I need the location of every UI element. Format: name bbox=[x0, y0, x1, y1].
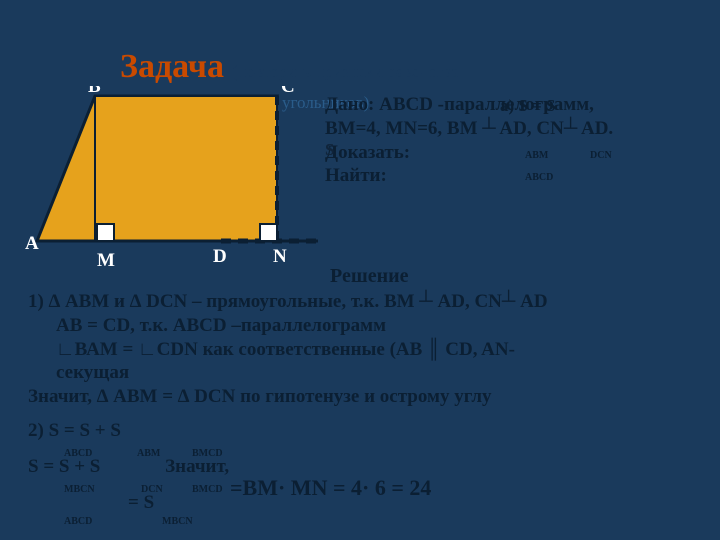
given-l3: Доказать: bbox=[325, 141, 700, 165]
svg-text:N: N bbox=[273, 246, 287, 267]
sol-l2: АВ = СD, т.к. ABCD –параллелограмм bbox=[56, 314, 698, 338]
title-sub: (повторить признаки равенства bbox=[232, 62, 458, 81]
sub-abcd3: ABCD bbox=[64, 516, 92, 527]
s-label: S bbox=[325, 140, 334, 159]
area-l2-text: S = S + S bbox=[28, 456, 100, 477]
sub-abcd: ABCD bbox=[525, 172, 553, 183]
eq3: = S bbox=[128, 492, 154, 514]
given-l2: ВМ=4, МN=6, BM ┴ AD, CN┴ AD. bbox=[325, 117, 700, 141]
svg-text:A: A bbox=[25, 233, 39, 254]
sol-l3: ∟ВАМ = ∟СDN как соответственные (АВ ║ СD… bbox=[56, 338, 698, 362]
title-main: Задача bbox=[120, 48, 224, 85]
svg-text:M: M bbox=[97, 250, 115, 271]
solution-label: Решение bbox=[330, 265, 409, 288]
solution-body: 1) ∆ АВМ и ∆ DСN – прямоугольные, т.к. В… bbox=[28, 290, 698, 409]
area-l1-text: 2) S = S + S bbox=[28, 420, 121, 441]
sub-mbcn1: MBCN bbox=[64, 484, 95, 495]
sub-bmcd2: BMCD bbox=[192, 484, 223, 495]
proof-eq: а) S = S bbox=[500, 96, 556, 116]
sub-dcn: DCN bbox=[590, 150, 612, 161]
svg-text:D: D bbox=[213, 246, 227, 267]
znachit: Значит, bbox=[165, 456, 229, 477]
sub-mbcn2: MBCN bbox=[162, 516, 193, 527]
sol-l4: секущая bbox=[56, 361, 698, 385]
sub-bmcd1: BMCD bbox=[192, 448, 223, 459]
area-l1: 2) S = S + S bbox=[28, 420, 698, 442]
sol-l5: Значит, ∆ АВМ = ∆ DСN по гипотенузе и ос… bbox=[28, 385, 698, 409]
sub-abm2: ABM bbox=[137, 448, 160, 459]
svg-text:B: B bbox=[88, 86, 101, 97]
svg-text:C: C bbox=[281, 86, 295, 97]
final-calc: =BM· MN = 4· 6 = 24 bbox=[230, 475, 431, 501]
sub-abm: ABM bbox=[525, 150, 548, 161]
sol-l1: 1) ∆ АВМ и ∆ DСN – прямоугольные, т.к. В… bbox=[28, 290, 698, 314]
geometry-diagram: A B C D M N bbox=[25, 86, 320, 256]
given-l4: Найти: bbox=[325, 164, 700, 188]
sub-abcd2: ABCD bbox=[64, 448, 92, 459]
